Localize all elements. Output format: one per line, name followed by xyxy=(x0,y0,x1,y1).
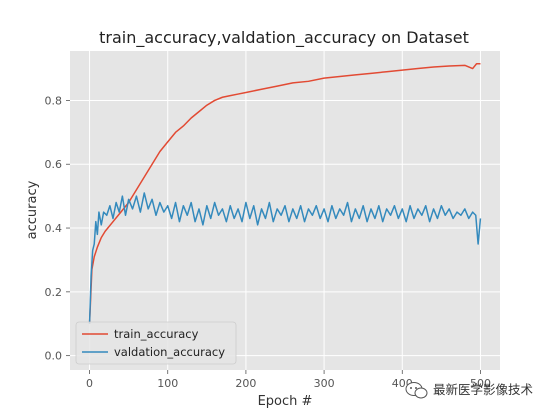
x-tick-label: 500 xyxy=(470,377,491,390)
watermark-text: 最新医学影像技术 xyxy=(433,382,534,397)
y-tick-label: 0.8 xyxy=(45,94,63,107)
plot-area xyxy=(70,51,500,370)
series-line-train-accuracy xyxy=(88,63,481,324)
x-axis-label: Epoch # xyxy=(258,394,313,409)
x-tick-label: 100 xyxy=(157,377,178,390)
watermark: 最新医学影像技术 xyxy=(405,382,534,399)
y-tick-label: 0.4 xyxy=(45,222,63,235)
x-tick-label: 0 xyxy=(86,377,93,390)
grid xyxy=(70,51,500,370)
y-tick-label: 0.2 xyxy=(45,286,63,299)
wechat-icon xyxy=(405,382,428,399)
legend: train_accuracy valdation_accuracy xyxy=(75,321,237,365)
series-line-valdation-accuracy xyxy=(88,192,482,324)
y-tick-label: 0.6 xyxy=(45,158,63,171)
legend-label-train-accuracy: train_accuracy xyxy=(114,327,199,341)
legend-label-valdation-accuracy: valdation_accuracy xyxy=(114,345,225,359)
y-tick-label: 0.0 xyxy=(45,350,63,363)
x-tick-label: 200 xyxy=(235,377,256,390)
y-axis-label: accuracy xyxy=(25,180,40,239)
series-lines xyxy=(88,63,482,324)
x-tick-label: 300 xyxy=(314,377,335,390)
chart-title: train_accuracy,valdation_accuracy on Dat… xyxy=(99,28,469,48)
legend-box xyxy=(75,321,237,365)
